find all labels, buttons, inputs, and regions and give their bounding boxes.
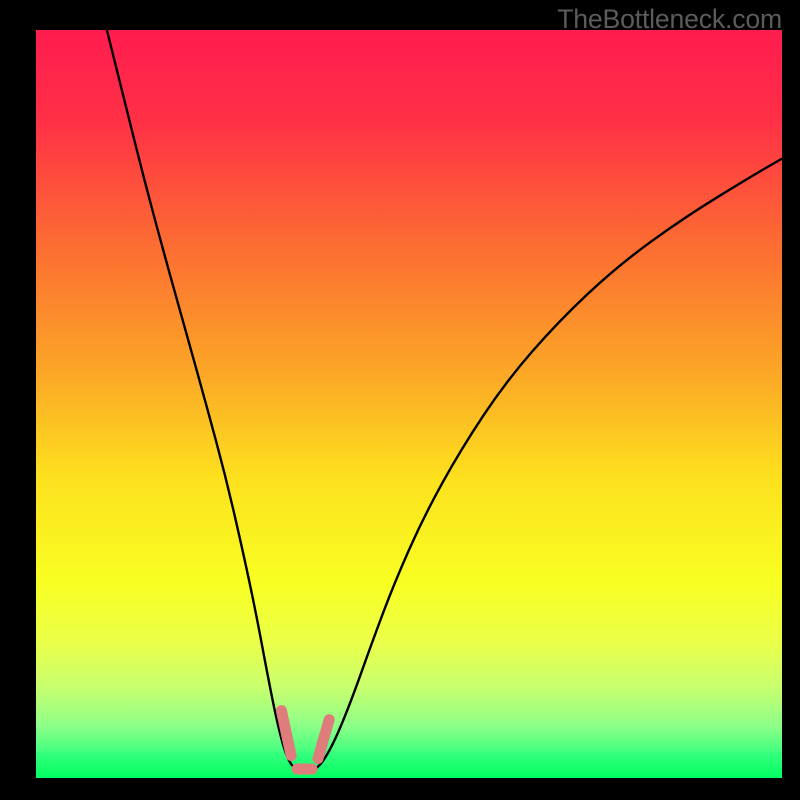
- chart-svg: [36, 30, 782, 778]
- dumbbell-group: [281, 711, 329, 769]
- plot-area: [36, 30, 782, 778]
- watermark-text: TheBottleneck.com: [557, 4, 782, 35]
- dumbbell-segment-0: [281, 711, 291, 756]
- bottleneck-curve: [107, 30, 782, 773]
